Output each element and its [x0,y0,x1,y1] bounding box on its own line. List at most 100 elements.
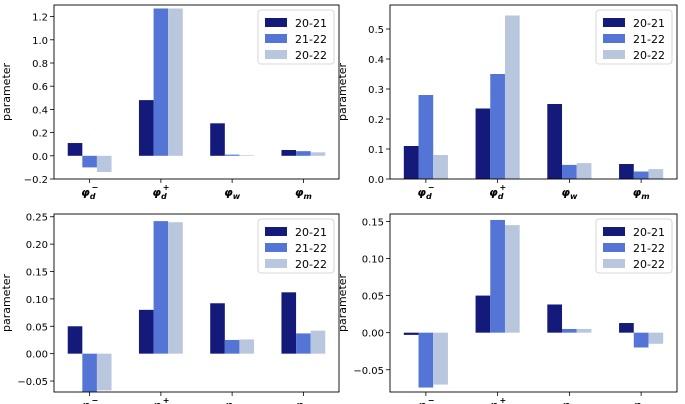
y-tick-label: 0.6 [32,82,48,93]
legend-swatch [603,18,625,27]
bar-20-22-3 [576,163,592,179]
y-tick-label: 0.4 [32,105,48,116]
x-tick-label: φd− [81,183,98,201]
y-tick-label: 0.15 [26,268,48,279]
chart-panel-1: −0.2 0.0 0.2 0.4 0.6 0.8 1.0 1.2 parameter φd− φd+… [0,4,340,201]
legend-label: 21-22 [295,242,327,255]
legend-label: 20-22 [295,258,327,271]
plot-frame [389,213,678,393]
bar-21-22-2 [490,74,505,179]
x-tick-label: φd+ [489,396,506,404]
y-tick-label: −0.05 [17,377,48,388]
y-tick-label: 1.0 [32,36,48,47]
legend-swatch [603,34,625,43]
bar-20-21-3 [547,304,563,333]
y-tick-label: −0.05 [353,366,384,377]
plot-frame [53,4,340,180]
y-tick-label: 0.15 [362,217,384,228]
legend-label: 21-22 [633,242,665,255]
y-tick-label: 0.20 [26,240,48,251]
legend-label: 20-22 [633,49,665,62]
y-tick-label: 0.2 [32,129,48,140]
y-tick-label: 0.00 [362,329,384,340]
bar-20-22-1 [96,353,112,391]
chart-panel-4: −0.05 0.00 0.05 0.10 0.15 parameter φd− φd+ φw φm… [336,213,678,404]
bar-20-22-2 [168,222,183,354]
bar-20-21-3 [210,123,225,156]
y-tick-label: 0.00 [26,350,48,361]
bar-20-22-4 [648,332,664,344]
bar-20-21-2 [475,108,491,179]
y-tick-label: 0.3 [368,85,384,96]
bar-21-22-2 [153,8,169,156]
legend-swatch [265,243,287,252]
x-tick-label: φm [295,399,312,404]
bar-20-21-2 [475,295,491,333]
legend-swatch [603,243,625,252]
bar-21-22-4 [296,151,311,156]
bar-20-22-1 [96,155,112,173]
bar-21-22-2 [153,221,169,354]
x-tick-label: φm [633,399,650,404]
y-tick-label: 0.05 [26,322,48,333]
y-tick-label: −0.2 [24,175,48,186]
y-axis-label: parameter [336,62,349,121]
bar-20-22-2 [504,225,520,333]
bar-20-22-1 [433,332,448,385]
x-tick-label: φd− [417,183,434,201]
x-tick-label: φd+ [152,183,169,201]
y-tick-label: 0.0 [368,175,384,186]
x-tick-label: φd− [417,396,434,404]
legend-swatch [265,259,287,268]
x-tick-label: φd+ [152,396,169,404]
chart-panel-3: −0.05 0.00 0.05 0.10 0.15 0.20 0.25 parameter φd… [0,213,340,404]
bar-20-22-3 [239,339,255,354]
legend-label: 20-21 [633,17,665,30]
legend-swatch [265,50,287,59]
legend-label: 21-22 [633,33,665,46]
legend-label: 20-21 [295,17,327,30]
bar-20-22-4 [648,169,664,179]
legend-label: 20-21 [633,226,665,239]
x-tick-label: φw [224,399,241,404]
x-tick-label: φm [295,186,312,201]
legend-swatch [603,50,625,59]
bar-21-22-4 [296,333,311,354]
y-tick-label: 0.1 [368,145,384,156]
bar-21-22-1 [418,95,434,179]
x-tick-label: φw [224,186,241,201]
bar-20-22-1 [433,155,448,179]
legend-swatch [265,34,287,43]
y-tick-label: 0.0 [32,152,48,163]
bar-20-21-4 [281,150,297,156]
bar-20-21-3 [210,303,225,354]
bar-20-21-1 [403,332,419,335]
bar-21-22-1 [82,353,97,392]
y-tick-label: 0.2 [368,115,384,126]
bar-20-21-4 [619,164,634,179]
bar-20-21-2 [138,309,154,354]
y-axis-label: parameter [336,273,349,332]
chart-panel-2: 0.0 0.1 0.2 0.3 0.4 0.5 parameter φd− φd+ φw φm 20-… [336,4,678,201]
legend: 20-21 21-22 20-22 [595,218,673,274]
legend: 20-21 21-22 20-22 [257,9,335,65]
bar-21-22-1 [418,332,434,388]
legend-label: 21-22 [295,33,327,46]
bar-21-22-4 [633,332,649,348]
bar-20-22-4 [310,152,326,156]
y-tick-label: 0.05 [362,292,384,303]
legend-label: 20-22 [295,49,327,62]
y-tick-label: 0.4 [368,55,384,66]
bar-20-22-3 [239,155,255,156]
bar-21-22-3 [224,339,240,354]
x-tick-label: φw [561,186,578,201]
bar-20-21-4 [281,292,297,354]
bar-21-22-3 [562,164,577,179]
plot-frame [389,4,678,180]
bar-20-21-1 [67,326,83,354]
y-tick-label: 0.5 [368,25,384,36]
y-tick-label: 0.10 [362,255,384,266]
x-tick-label: φm [633,186,650,201]
x-tick-label: φd− [81,396,98,404]
